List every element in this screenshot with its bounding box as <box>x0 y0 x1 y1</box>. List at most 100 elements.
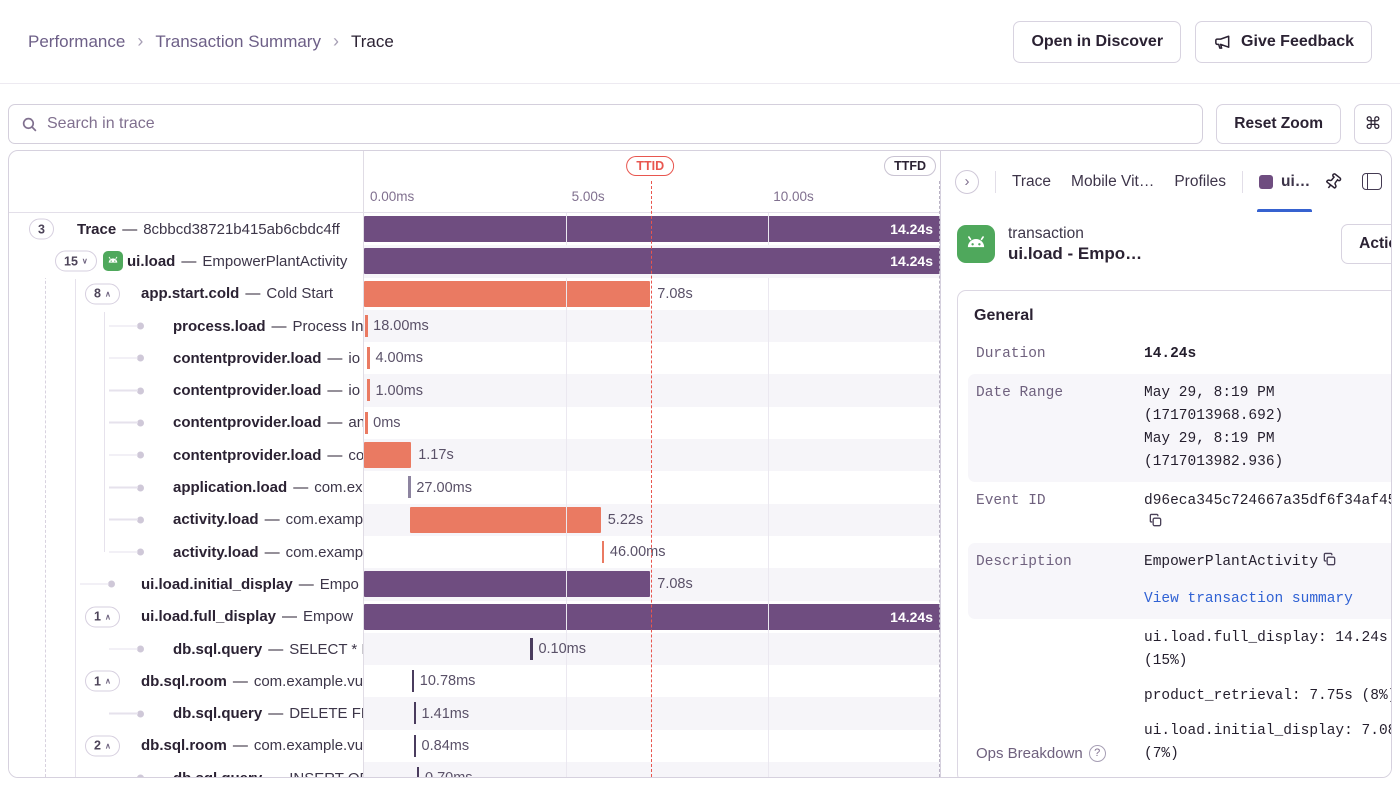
give-feedback-button[interactable]: Give Feedback <box>1195 20 1372 63</box>
span-marker[interactable] <box>530 637 533 660</box>
trace-row-db.sql.room[interactable]: 2 ∧ db.sql.room — com.example.vu 0.84ms <box>9 729 940 763</box>
span-duration-cell[interactable]: 14.24s <box>364 213 940 245</box>
view-transaction-summary-link[interactable]: View transaction summary <box>1144 591 1353 608</box>
tab-profiles[interactable]: Profiles <box>1174 172 1227 190</box>
span-duration-cell[interactable]: 27.00ms <box>364 471 940 503</box>
span-children-count-pill[interactable]: 1 ∧ <box>85 670 120 692</box>
span-bar[interactable] <box>409 506 601 533</box>
trace-row-contentprovider.load[interactable]: contentprovider.load — io 1.00ms <box>9 374 940 407</box>
shortcut-button[interactable]: ⌘ <box>1354 104 1392 144</box>
trace-row-app.start.cold[interactable]: 8 ∧ app.start.cold — Cold Start 7.08s <box>9 277 940 310</box>
span-name-cell[interactable]: 1 ∧ db.sql.room — com.example.vu <box>9 665 364 698</box>
trace-row-contentprovider.load[interactable]: contentprovider.load — io 4.00ms <box>9 342 940 375</box>
span-children-count-pill[interactable]: 1 ∧ <box>85 606 120 628</box>
span-name-cell[interactable]: activity.load — com.examp <box>9 535 364 569</box>
span-marker[interactable] <box>601 540 605 563</box>
general-section: General Duration 14.24s Date Range May 2… <box>957 290 1391 777</box>
span-name-cell[interactable]: contentprovider.load — an <box>9 406 364 440</box>
span-marker[interactable] <box>408 476 411 499</box>
trace-row-application.load[interactable]: application.load — com.ex 27.00ms <box>9 471 940 504</box>
span-name-cell[interactable]: contentprovider.load — io <box>9 342 364 375</box>
span-bar[interactable] <box>364 571 651 598</box>
span-bar[interactable]: 14.24s <box>364 603 940 630</box>
pin-icon[interactable] <box>1321 169 1346 194</box>
trace-row-ui.load.initial_display[interactable]: ui.load.initial_display — Empo 7.08s <box>9 568 940 601</box>
span-name-cell[interactable]: 8 ∧ app.start.cold — Cold Start <box>9 277 364 310</box>
span-name-cell[interactable]: ui.load.initial_display — Empo <box>9 568 364 601</box>
span-duration-cell[interactable]: 18.00ms <box>364 309 940 343</box>
trace-row-contentprovider.load[interactable]: contentprovider.load — co 1.17s <box>9 439 940 472</box>
span-duration-cell[interactable]: 46.00ms <box>364 536 940 568</box>
span-marker[interactable] <box>411 670 415 693</box>
span-name-cell[interactable]: 1 ∧ ui.load.full_display — Empow <box>9 600 364 633</box>
span-children-count-pill[interactable]: 2 ∧ <box>85 735 120 757</box>
span-duration-cell[interactable]: 14.24s <box>364 601 940 633</box>
span-duration-cell[interactable]: 0.84ms <box>364 730 940 762</box>
span-name-cell[interactable]: activity.load — com.examp <box>9 503 364 536</box>
trace-row-process.load[interactable]: process.load — Process In 18.00ms <box>9 309 940 343</box>
trace-row-activity.load[interactable]: activity.load — com.examp 5.22s <box>9 503 940 536</box>
span-name-cell[interactable]: 2 ∧ db.sql.room — com.example.vu <box>9 729 364 763</box>
span-name-cell[interactable]: process.load — Process In <box>9 309 364 343</box>
span-marker[interactable] <box>367 347 370 370</box>
span-name-cell[interactable]: 3 Trace — 8cbbcd38721b415ab6cbdc4ff <box>9 213 364 246</box>
span-name-cell[interactable]: db.sql.query — INSERT OR <box>9 762 364 777</box>
span-duration-cell[interactable]: 1.41ms <box>364 697 940 730</box>
span-duration-cell[interactable]: 7.08s <box>364 278 940 310</box>
tab-mobile-vitals[interactable]: Mobile Vit… <box>1071 172 1155 190</box>
span-marker[interactable] <box>413 734 417 757</box>
open-in-discover-button[interactable]: Open in Discover <box>1013 20 1182 63</box>
span-duration-cell[interactable]: 0.70ms <box>364 762 940 777</box>
span-name-cell[interactable]: db.sql.query — DELETE FR <box>9 697 364 730</box>
collapse-drawer-button[interactable]: › <box>955 169 979 194</box>
span-children-count-pill[interactable]: 8 ∧ <box>85 283 120 305</box>
search-box[interactable] <box>8 104 1204 144</box>
trace-row-activity.load[interactable]: activity.load — com.examp 46.00ms <box>9 535 940 569</box>
trace-row-db.sql.room[interactable]: 1 ∧ db.sql.room — com.example.vu 10.78ms <box>9 665 940 698</box>
layout-left-panel-icon[interactable] <box>1362 173 1383 190</box>
span-marker[interactable] <box>367 379 370 402</box>
tab-trace[interactable]: Trace <box>1012 172 1052 190</box>
actions-button[interactable]: Actions ∨ <box>1341 224 1391 264</box>
span-marker[interactable] <box>416 767 420 777</box>
span-duration-cell[interactable]: 7.08s <box>364 568 940 601</box>
span-duration-cell[interactable]: 4.00ms <box>364 342 940 374</box>
trace-row-db.sql.query[interactable]: db.sql.query — SELECT * F 0.10ms <box>9 632 940 666</box>
span-marker[interactable] <box>365 411 368 434</box>
trace-row-db.sql.query[interactable]: db.sql.query — INSERT OR 0.70ms <box>9 762 940 777</box>
reset-zoom-button[interactable]: Reset Zoom <box>1216 104 1341 144</box>
trace-row-contentprovider.load[interactable]: contentprovider.load — an 0ms <box>9 406 940 440</box>
span-name-cell[interactable]: db.sql.query — SELECT * F <box>9 632 364 666</box>
event-id-value: d96eca345c724667a35df6f34af45340 <box>1144 490 1391 536</box>
span-bar[interactable]: 14.24s <box>364 248 940 275</box>
span-children-count-pill[interactable]: 3 <box>29 218 54 240</box>
span-duration-cell[interactable]: 14.24s <box>364 245 940 278</box>
span-duration-cell[interactable]: 5.22s <box>364 503 940 536</box>
span-duration-cell[interactable]: 0ms <box>364 407 940 439</box>
span-duration-cell[interactable]: 10.78ms <box>364 665 940 697</box>
span-duration-cell[interactable]: 1.17s <box>364 439 940 472</box>
span-bar[interactable]: 14.24s <box>364 216 940 242</box>
span-name-cell[interactable]: application.load — com.ex <box>9 471 364 504</box>
span-bar[interactable] <box>364 442 412 469</box>
copy-icon[interactable] <box>1148 513 1163 528</box>
trace-row-db.sql.query[interactable]: db.sql.query — DELETE FR 1.41ms <box>9 697 940 730</box>
span-name-cell[interactable]: contentprovider.load — co <box>9 439 364 472</box>
trace-row-ui.load.full_display[interactable]: 1 ∧ ui.load.full_display — Empow 14.24s <box>9 600 940 633</box>
breadcrumb-performance[interactable]: Performance <box>28 31 126 51</box>
span-children-count-pill[interactable]: 15 ∨ <box>55 250 97 272</box>
copy-icon[interactable] <box>1322 552 1337 567</box>
trace-row-ui.load[interactable]: 15 ∨ ui.load — EmpowerPlantActivity 14.24s <box>9 245 940 278</box>
span-duration-cell[interactable]: 1.00ms <box>364 374 940 407</box>
breadcrumb-transaction-summary[interactable]: Transaction Summary <box>155 31 321 51</box>
span-bar[interactable] <box>364 280 651 307</box>
trace-row-Trace[interactable]: 3 Trace — 8cbbcd38721b415ab6cbdc4ff 14.24s <box>9 213 940 246</box>
span-marker[interactable] <box>413 702 417 725</box>
span-name-cell[interactable]: 15 ∨ ui.load — EmpowerPlantActivity <box>9 245 364 278</box>
tab-ui-load-active[interactable]: ui… <box>1257 151 1313 212</box>
span-marker[interactable] <box>365 314 368 337</box>
span-name-cell[interactable]: contentprovider.load — io <box>9 374 364 407</box>
help-icon[interactable]: ? <box>1088 745 1106 763</box>
search-input[interactable] <box>47 115 1191 133</box>
span-duration-cell[interactable]: 0.10ms <box>364 632 940 666</box>
